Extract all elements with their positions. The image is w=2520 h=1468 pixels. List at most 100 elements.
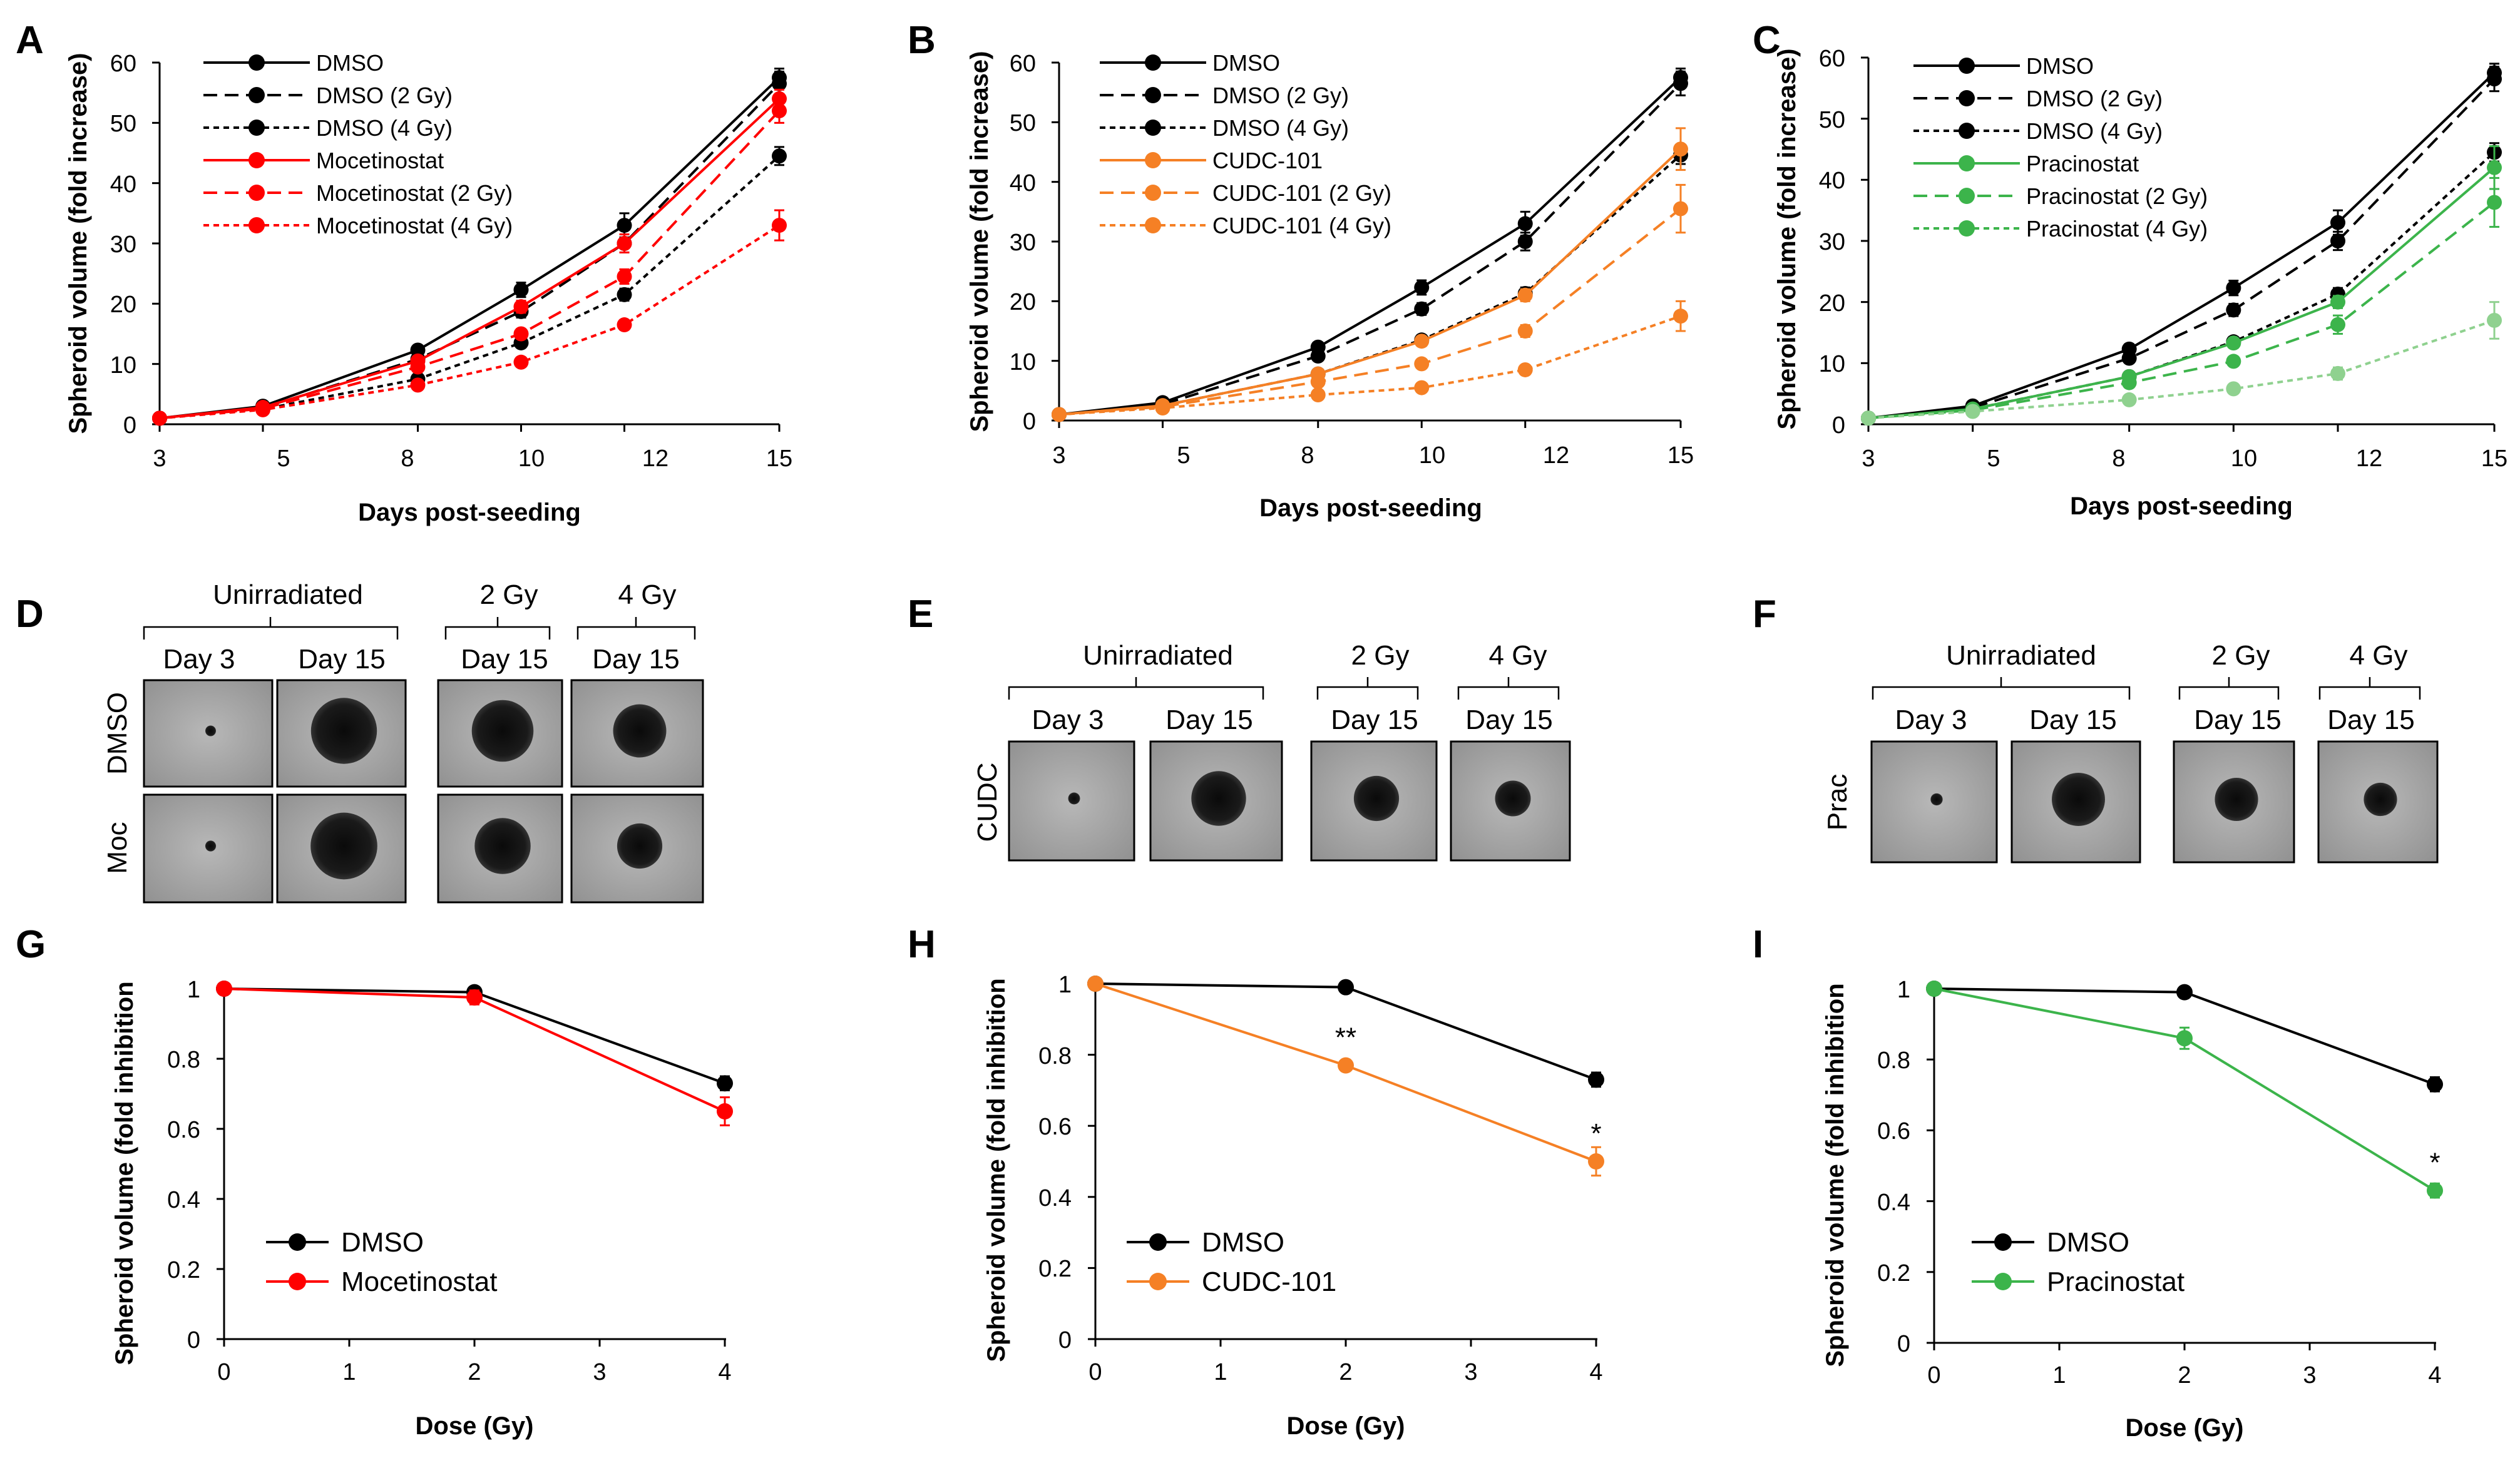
chart-b-point-3-3 xyxy=(1414,334,1430,349)
chart-a-xtick-10: 10 xyxy=(518,446,545,472)
chart-c-ytick-50: 50 xyxy=(1819,107,1845,133)
panel-e-images xyxy=(1008,740,1571,862)
chart-g-plot xyxy=(216,981,733,1347)
bracket-d-unirradiated xyxy=(143,626,399,640)
chart-a-series-line-4 xyxy=(159,110,781,420)
panel-f-group-unirradiated: Unirradiated xyxy=(1946,640,2096,671)
chart-a-legend: DMSO DMSO (2 Gy) DMSO (4 Gy) Mocetinosta… xyxy=(203,50,513,238)
chart-b-series-line-0 xyxy=(1058,76,1682,416)
chart-i-xlabel: Dose (Gy) xyxy=(2126,1414,2244,1442)
panel-e-group-2gy: 2 Gy xyxy=(1351,640,1410,671)
chart-g-ytick-06: 0.6 xyxy=(167,1117,200,1143)
chart-c-point-5-5 xyxy=(2487,312,2502,328)
chart-a-legend-marker-3 xyxy=(248,152,265,168)
chart-a-point-5-4 xyxy=(617,317,632,333)
panel-f-spheroid-0-1 xyxy=(2052,773,2105,826)
chart-a-ytick-60: 60 xyxy=(110,51,136,77)
chart-b-legend-marker-3 xyxy=(1145,152,1161,168)
chart-c-legend-marker-2 xyxy=(1959,123,1975,139)
chart-b-ytick-30: 30 xyxy=(1010,230,1036,256)
chart-g-legend-marker-1 xyxy=(289,1273,306,1290)
chart-i-series-line-1 xyxy=(1934,987,2436,1192)
chart-c-point-1-2 xyxy=(2121,350,2137,366)
chart-i-xtick-0: 0 xyxy=(1927,1362,1940,1389)
chart-a-legend-marker-5 xyxy=(248,217,265,233)
chart-i-plot: * xyxy=(1926,981,2443,1350)
chart-g-ytick-0: 0 xyxy=(187,1327,200,1353)
chart-a-point-4-4 xyxy=(617,268,632,284)
chart-i-point-1-1 xyxy=(2176,1030,2193,1047)
panel-letter-b: B xyxy=(908,19,936,62)
panel-f-spheroid-0-3 xyxy=(2364,782,2397,817)
panel-f-col-3: Day 15 xyxy=(2327,705,2414,735)
chart-b-point-3-4 xyxy=(1517,287,1533,303)
chart-b-point-4-2 xyxy=(1310,374,1326,390)
chart-c-xtick-10: 10 xyxy=(2231,446,2257,472)
chart-g-ytick-08: 0.8 xyxy=(167,1047,200,1073)
chart-a-legend-label-5: Mocetinostat (4 Gy) xyxy=(316,213,513,238)
panel-letter-i: I xyxy=(1753,923,1763,966)
panel-d-col-2: Day 15 xyxy=(461,644,548,675)
chart-i-ytick-0: 0 xyxy=(1897,1331,1910,1357)
panel-f-images xyxy=(1870,740,2439,864)
chart-c-ytick-10: 10 xyxy=(1819,351,1845,377)
chart-a-ytick-10: 10 xyxy=(110,352,136,379)
bracket-f-unirradiated xyxy=(1872,686,2131,700)
chart-i-point-1-0 xyxy=(1926,981,1942,997)
chart-g-ytick-02: 0.2 xyxy=(167,1257,200,1283)
panel-letter-e: E xyxy=(908,593,933,636)
chart-g-legend-label-1: Mocetinostat xyxy=(341,1267,497,1297)
chart-a-point-5-3 xyxy=(513,354,529,370)
chart-c-point-1-5 xyxy=(2487,71,2502,87)
chart-c-xtick-3: 3 xyxy=(1862,446,1875,472)
panel-d-spheroid-1-0 xyxy=(205,840,217,852)
chart-b-legend-label-2: DMSO (4 Gy) xyxy=(1212,115,1349,141)
chart-c-ytick-40: 40 xyxy=(1819,168,1845,194)
chart-c-legend-label-5: Pracinostat (4 Gy) xyxy=(2026,216,2208,242)
chart-i-ytick-1: 1 xyxy=(1897,977,1910,1003)
chart-a-legend-label-1: DMSO (2 Gy) xyxy=(316,83,453,108)
panel-d-spheroid-1-1 xyxy=(310,812,377,880)
chart-c-point-3-4 xyxy=(2330,294,2345,310)
chart-b-xtick-8: 8 xyxy=(1301,442,1314,469)
chart-c-ytick-20: 20 xyxy=(1819,290,1845,317)
chart-b-legend-marker-4 xyxy=(1145,185,1161,201)
chart-b-legend-label-5: CUDC-101 (4 Gy) xyxy=(1212,213,1391,238)
bracket-e-4gy xyxy=(1457,686,1560,700)
chart-g-legend-marker-0 xyxy=(289,1233,306,1251)
chart-c-point-0-4 xyxy=(2330,215,2345,230)
panel-f-image-0-0 xyxy=(1870,740,1998,864)
chart-i-significance-0: * xyxy=(2429,1148,2440,1178)
chart-c-xtick-8: 8 xyxy=(2112,446,2125,472)
chart-c-xtick-15: 15 xyxy=(2481,446,2507,472)
chart-h-point-1-1 xyxy=(1338,1057,1354,1074)
chart-a-xtick-12: 12 xyxy=(642,446,668,472)
panel-d-col-0: Day 3 xyxy=(163,644,235,675)
chart-a-ytick-20: 20 xyxy=(110,292,136,318)
chart-g-series-line-1 xyxy=(223,987,725,1113)
chart-c-legend-label-4: Pracinostat (2 Gy) xyxy=(2026,183,2208,209)
chart-c-point-1-3 xyxy=(2226,302,2241,318)
chart-b-point-1-5 xyxy=(1673,76,1688,91)
chart-a-legend-marker-0 xyxy=(248,54,265,71)
chart-a: 0 10 20 30 40 50 60 3 5 8 10 12 15 Days … xyxy=(64,50,792,526)
chart-h-xtick-2: 2 xyxy=(1339,1359,1352,1385)
chart-c-legend: DMSO DMSO (2 Gy) DMSO (4 Gy) Pracinostat… xyxy=(1913,53,2208,242)
chart-g-legend: DMSO Mocetinostat xyxy=(266,1227,497,1297)
chart-b-legend-label-3: CUDC-101 xyxy=(1212,148,1323,173)
chart-b-xtick-15: 15 xyxy=(1667,442,1694,469)
chart-c-point-4-5 xyxy=(2487,195,2502,210)
panel-d-spheroid-0-0 xyxy=(205,725,216,737)
chart-a-xtick-8: 8 xyxy=(401,446,414,472)
chart-c-series-line-5 xyxy=(1868,319,2495,420)
chart-b-ytick-10: 10 xyxy=(1010,349,1036,375)
chart-a-point-5-1 xyxy=(255,402,270,417)
chart-g-xlabel: Dose (Gy) xyxy=(416,1412,534,1440)
chart-c-legend-marker-1 xyxy=(1959,90,1975,106)
panel-f-row-0: Prac xyxy=(1822,774,1853,830)
chart-h-legend-marker-1 xyxy=(1149,1273,1167,1290)
chart-h-plot: *** xyxy=(1087,976,1604,1347)
chart-a-xlabel: Days post-seeding xyxy=(358,499,581,526)
chart-b-point-0-4 xyxy=(1517,216,1533,232)
